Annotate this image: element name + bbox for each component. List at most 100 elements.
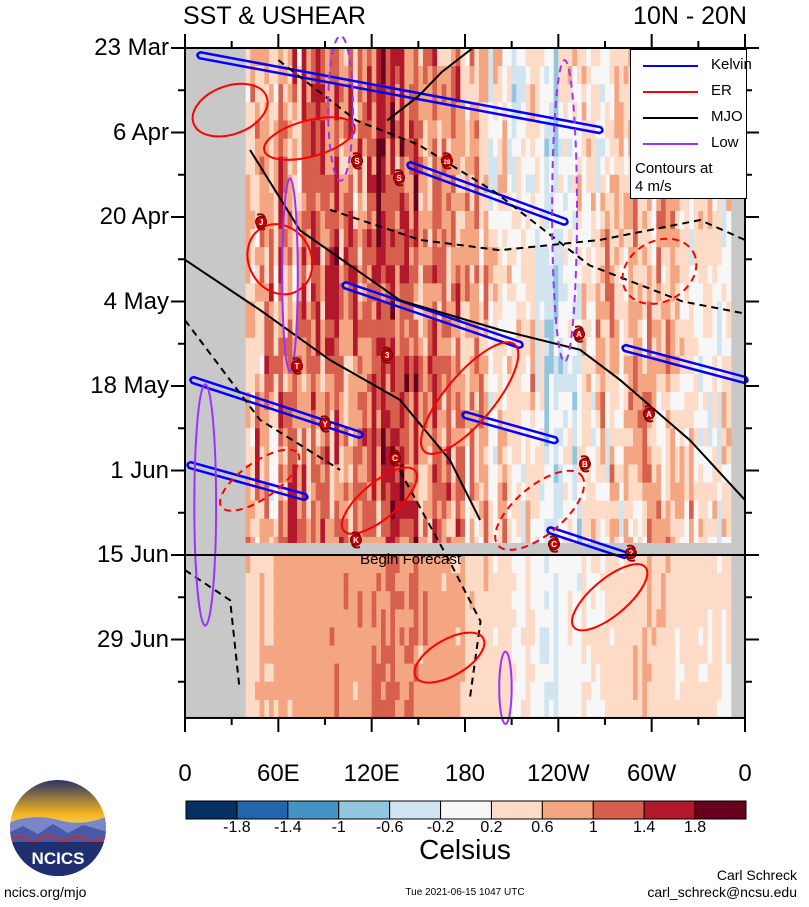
- sst-cell: [451, 355, 456, 375]
- sst-cell: [479, 555, 484, 574]
- sst-cell: [558, 48, 564, 67]
- sst-cell: [544, 229, 550, 248]
- sst-cell: [409, 500, 414, 520]
- sst-cell: [684, 265, 690, 284]
- sst-cell: [656, 410, 662, 429]
- sst-cell: [343, 699, 349, 719]
- sst-cell: [591, 428, 596, 447]
- sst-cell: [427, 156, 433, 176]
- sst-cell: [390, 283, 396, 302]
- sst-cell: [721, 555, 727, 574]
- sst-cell: [395, 663, 400, 683]
- sst-cell: [525, 156, 531, 176]
- sst-cell: [600, 337, 606, 357]
- sst-cell: [670, 319, 676, 339]
- sst-cell: [474, 283, 480, 302]
- sst-cell: [726, 210, 732, 230]
- sst-cell: [390, 247, 396, 266]
- sst-cell: [273, 156, 279, 176]
- sst-cell: [689, 337, 694, 357]
- sst-cell: [488, 156, 494, 176]
- sst-cell: [334, 48, 340, 67]
- sst-cell: [427, 120, 433, 139]
- sst-cell: [339, 446, 344, 465]
- sst-cell: [259, 265, 265, 284]
- sst-cell: [362, 573, 368, 592]
- sst-cell: [675, 500, 680, 520]
- sst-cell: [656, 373, 662, 393]
- sst-cell: [544, 301, 550, 320]
- sst-cell: [497, 210, 503, 230]
- sst-cell: [329, 645, 335, 664]
- sst-cell: [325, 337, 330, 357]
- sst-cell: [600, 48, 606, 67]
- sst-cell: [357, 392, 363, 411]
- sst-cell: [334, 410, 340, 429]
- sst-cell: [553, 174, 559, 194]
- sst-cell: [306, 355, 312, 375]
- sst-cell: [535, 681, 540, 701]
- sst-cell: [339, 301, 344, 320]
- sst-cell: [339, 627, 344, 646]
- sst-cell: [581, 84, 587, 103]
- sst-cell: [698, 446, 704, 465]
- footer-url[interactable]: ncics.org/mjo: [4, 884, 87, 900]
- sst-cell: [395, 192, 400, 212]
- sst-cell: [362, 428, 368, 447]
- sst-cell: [549, 48, 554, 67]
- sst-cell: [712, 283, 718, 302]
- sst-cell: [661, 373, 666, 393]
- sst-cell: [689, 609, 694, 628]
- sst-cell: [544, 210, 550, 230]
- sst-cell: [255, 573, 260, 592]
- sst-cell: [665, 265, 671, 284]
- sst-cell: [642, 210, 648, 230]
- sst-cell: [726, 337, 732, 357]
- sst-cell: [679, 337, 685, 357]
- sst-cell: [292, 392, 298, 411]
- sst-cell: [549, 84, 554, 103]
- sst-cell: [600, 518, 606, 538]
- sst-cell: [451, 283, 456, 302]
- sst-cell: [581, 102, 587, 121]
- sst-cell: [409, 518, 414, 538]
- sst-cell: [311, 573, 316, 592]
- sst-cell: [325, 283, 330, 302]
- sst-cell: [600, 482, 606, 501]
- sst-cell: [637, 301, 643, 320]
- storm-label: 3: [385, 351, 390, 360]
- sst-cell: [502, 355, 508, 375]
- sst-cell: [703, 392, 708, 411]
- sst-cell: [283, 373, 288, 393]
- sst-cell: [259, 591, 265, 610]
- sst-cell: [539, 500, 545, 520]
- sst-cell: [525, 410, 531, 429]
- sst-cell: [530, 573, 536, 592]
- sst-cell: [633, 319, 638, 339]
- sst-cell: [502, 645, 508, 664]
- sst-cell: [483, 681, 489, 701]
- sst-cell: [441, 84, 447, 103]
- sst-cell: [255, 174, 260, 194]
- sst-cell: [399, 301, 405, 320]
- sst-cell: [595, 609, 601, 628]
- sst-cell: [553, 446, 559, 465]
- sst-cell: [446, 464, 452, 483]
- sst-cell: [558, 446, 564, 465]
- sst-cell: [269, 247, 274, 266]
- sst-cell: [348, 681, 354, 701]
- sst-cell: [250, 355, 256, 375]
- footer-email[interactable]: carl_schreck@ncsu.edu: [647, 884, 797, 900]
- sst-cell: [558, 319, 564, 339]
- sst-cell: [451, 138, 456, 157]
- sst-cell: [479, 410, 484, 429]
- sst-cell: [437, 102, 442, 121]
- sst-cell: [591, 265, 596, 284]
- sst-cell: [315, 174, 321, 194]
- sst-cell: [278, 265, 284, 284]
- sst-cell: [656, 446, 662, 465]
- sst-cell: [721, 428, 727, 447]
- sst-cell: [549, 283, 554, 302]
- sst-cell: [381, 681, 386, 701]
- sst-cell: [306, 555, 312, 574]
